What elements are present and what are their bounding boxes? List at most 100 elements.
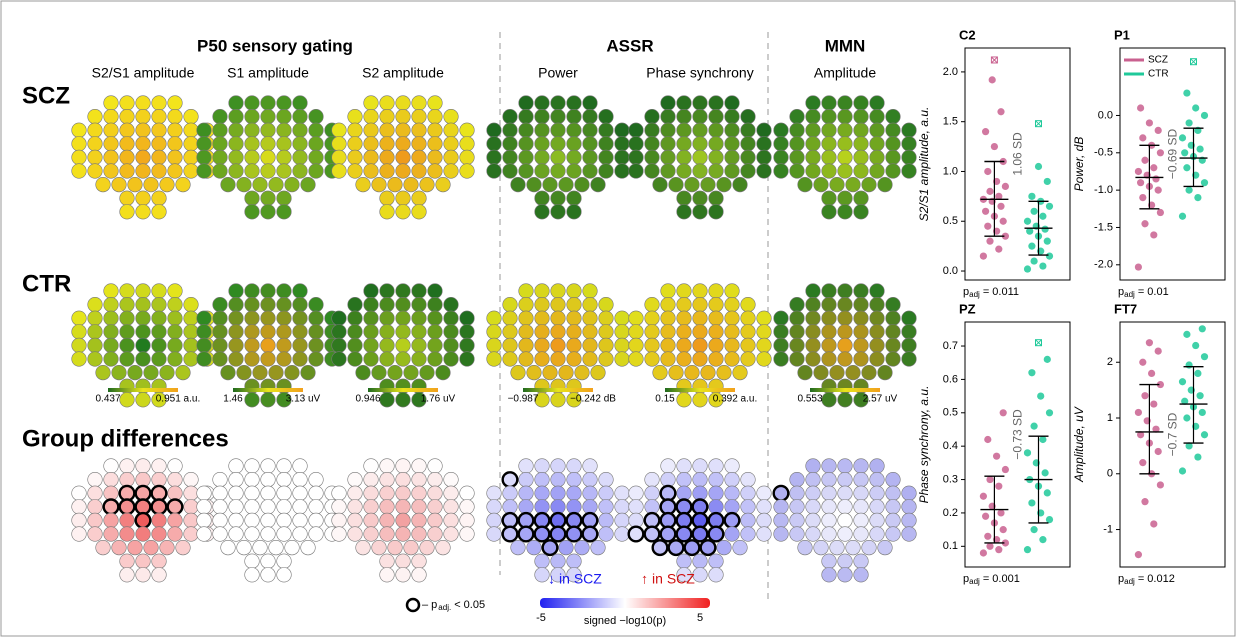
data-point [1200, 111, 1209, 120]
data-point [988, 76, 996, 84]
electrode [676, 472, 692, 488]
electrode [395, 512, 411, 529]
electrode [486, 122, 502, 138]
electrode [692, 149, 708, 165]
data-point [997, 509, 1005, 517]
electrode [901, 136, 917, 152]
electrode [300, 539, 316, 556]
electrode [183, 512, 199, 529]
electrode [363, 499, 379, 515]
electrode [789, 337, 805, 354]
electrode [150, 498, 168, 516]
electrode [869, 499, 885, 515]
electrode [347, 512, 363, 529]
electrode [566, 337, 582, 354]
electrode [558, 365, 574, 381]
electrode [518, 458, 534, 474]
electrode [183, 136, 199, 152]
electrode [260, 392, 276, 408]
electrode [276, 95, 292, 111]
electrode [300, 177, 316, 193]
electrode [614, 136, 630, 152]
electrode [813, 539, 829, 556]
electrode [837, 136, 853, 152]
electrode [103, 458, 119, 474]
electrode [643, 525, 661, 543]
electrode [627, 525, 645, 543]
electrode [443, 351, 459, 367]
electrode [387, 365, 403, 381]
electrode [135, 204, 151, 220]
electrode [534, 324, 550, 340]
electrode [724, 283, 740, 299]
electrode [566, 392, 582, 408]
electrode [789, 485, 805, 501]
electrode [821, 108, 837, 125]
electrode [87, 122, 103, 138]
down-label: ↓ in SCZ [548, 571, 602, 587]
effect-size: −0.7 SD [1166, 412, 1180, 456]
electrode [614, 163, 630, 179]
electrode [379, 108, 395, 125]
electrode [660, 95, 676, 111]
data-point [999, 409, 1007, 417]
electrode [119, 351, 135, 367]
electrode [459, 526, 475, 542]
electrode [582, 351, 598, 367]
electrode [228, 472, 244, 488]
electrode [459, 485, 475, 501]
electrode [724, 108, 740, 125]
electrode [363, 458, 379, 474]
electrode [167, 108, 183, 125]
electrode [151, 122, 167, 138]
row-label: Group differences [22, 425, 229, 452]
electrode [598, 499, 614, 515]
electrode [292, 136, 308, 152]
electrode [212, 163, 228, 179]
y-tick-label: 1.0 [943, 165, 958, 177]
electrode [789, 297, 805, 313]
electrode [885, 297, 901, 313]
p-value: padj = 0.01 [1118, 286, 1169, 299]
data-point [1154, 447, 1162, 456]
electrode [71, 337, 87, 354]
p-letter: p [1118, 573, 1124, 585]
electrode [534, 351, 550, 367]
electrode [395, 499, 411, 515]
electrode [708, 351, 724, 367]
electrode [135, 283, 151, 299]
electrode [789, 136, 805, 152]
electrode [379, 310, 395, 326]
electrode [582, 337, 598, 354]
electrode [534, 108, 550, 125]
electrode [821, 283, 837, 299]
electrode [167, 283, 183, 299]
topomap [196, 95, 340, 220]
electrode [411, 283, 427, 299]
data-point [1156, 380, 1164, 389]
electrode [566, 324, 582, 340]
electrode [829, 177, 845, 193]
colorbar-min: 0.15 [655, 394, 675, 405]
data-point [1150, 520, 1158, 528]
electrode [582, 458, 598, 474]
topomap [628, 95, 772, 220]
data-point [1196, 145, 1204, 153]
data-point [1152, 425, 1160, 433]
electrode [379, 136, 395, 152]
electrode [228, 149, 244, 165]
p-letter: p [963, 573, 969, 585]
electrode [260, 499, 276, 515]
electrode [244, 351, 260, 367]
electrode [167, 458, 183, 474]
electrode [518, 297, 534, 313]
electrode [308, 108, 324, 125]
electrode [127, 365, 143, 381]
electrode [268, 365, 284, 381]
data-point [1043, 489, 1051, 497]
electrode [740, 351, 756, 367]
electrode [756, 324, 772, 340]
electrode [869, 297, 885, 313]
data-point [1001, 182, 1010, 190]
electrode [371, 539, 387, 556]
